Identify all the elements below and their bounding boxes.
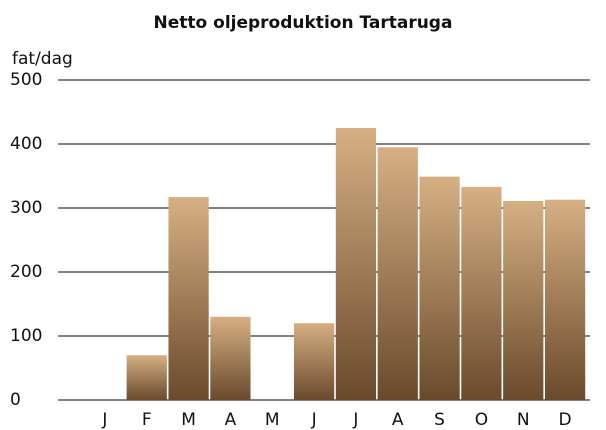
y-tick-label: 200 bbox=[10, 262, 42, 282]
bar bbox=[503, 200, 544, 400]
x-tick-label: N bbox=[517, 410, 530, 430]
y-axis-label: fat/dag bbox=[12, 49, 73, 69]
y-tick-label: 400 bbox=[10, 134, 42, 154]
x-tick-label: A bbox=[225, 410, 237, 430]
x-tick-label: S bbox=[434, 410, 445, 430]
x-tick-label: A bbox=[392, 410, 404, 430]
x-tick-label: J bbox=[311, 410, 317, 430]
bar bbox=[544, 199, 586, 400]
y-tick-label: 500 bbox=[10, 70, 42, 90]
y-tick-label: 100 bbox=[10, 326, 42, 346]
x-tick-label: M bbox=[265, 410, 280, 430]
bar bbox=[419, 176, 460, 400]
x-tick-label: O bbox=[475, 410, 488, 430]
x-tick-label: D bbox=[559, 410, 572, 430]
x-tick-label: F bbox=[142, 410, 152, 430]
chart-title: Netto oljeproduktion Tartaruga bbox=[154, 13, 453, 33]
y-tick-label: 0 bbox=[10, 390, 21, 410]
bar bbox=[126, 355, 167, 400]
bar bbox=[168, 197, 209, 400]
y-tick-label: 300 bbox=[10, 198, 42, 218]
bar bbox=[335, 128, 377, 400]
bar bbox=[377, 147, 418, 400]
x-tick-label: J bbox=[352, 410, 358, 430]
bar bbox=[293, 323, 335, 400]
bar bbox=[461, 186, 502, 400]
bar bbox=[210, 316, 251, 400]
x-tick-label: J bbox=[101, 410, 107, 430]
x-tick-label: M bbox=[181, 410, 196, 430]
